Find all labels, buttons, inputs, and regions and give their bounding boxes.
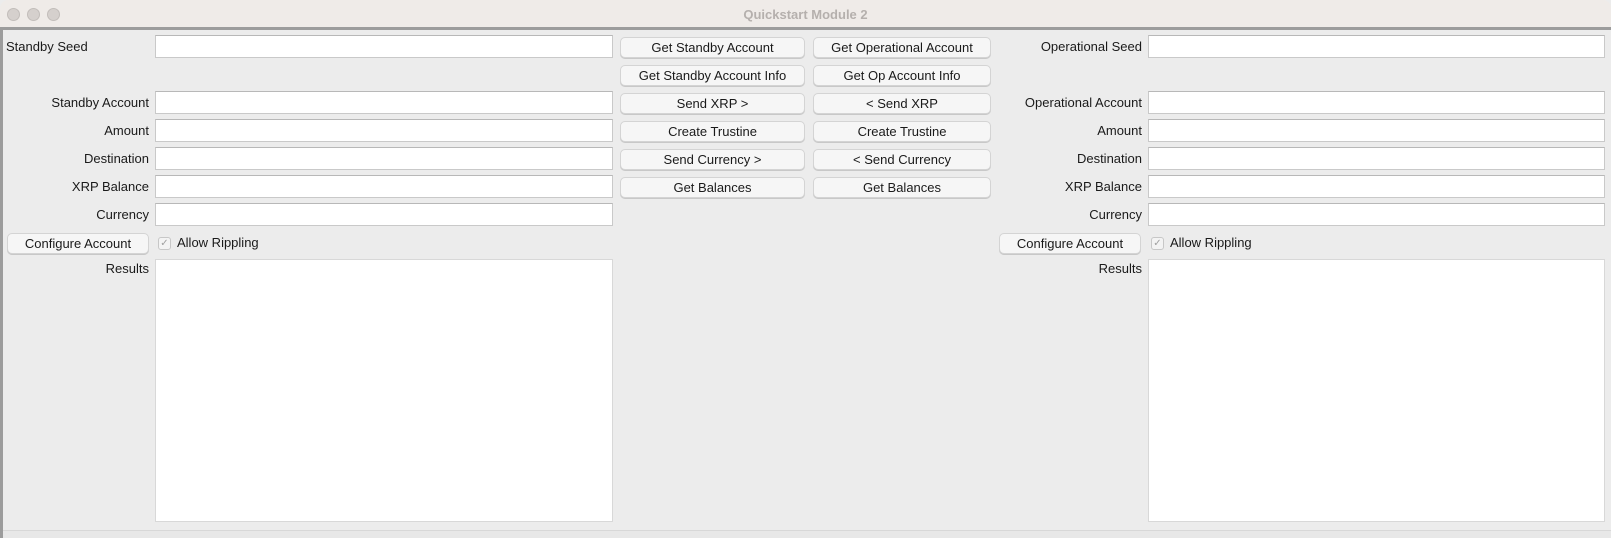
standby-amount-input[interactable] [155,119,613,142]
close-window-button[interactable] [7,8,20,21]
send-xrp-to-standby-button[interactable]: < Send XRP [813,93,991,114]
minimize-window-button[interactable] [27,8,40,21]
operational-amount-input[interactable] [1148,119,1605,142]
operational-destination-label: Destination [1076,151,1142,166]
operational-amount-label: Amount [1097,123,1142,138]
standby-configure-account-button[interactable]: Configure Account [7,233,149,254]
zoom-window-button[interactable] [47,8,60,21]
standby-create-trustline-button[interactable]: Create Trustine [620,121,805,142]
standby-destination-input[interactable] [155,147,613,170]
operational-seed-label: Operational Seed [1040,39,1142,54]
operational-account-input[interactable] [1148,91,1605,114]
standby-currency-input[interactable] [155,203,613,226]
window-title: Quickstart Module 2 [743,7,868,22]
operational-get-balances-button[interactable]: Get Balances [813,177,991,198]
standby-results-label: Results [105,261,149,276]
get-operational-account-button[interactable]: Get Operational Account [813,37,991,58]
send-currency-to-operational-button[interactable]: Send Currency > [620,149,805,170]
standby-seed-label: Standby Seed [6,39,88,54]
operational-account-label: Operational Account [1024,95,1142,110]
standby-currency-label: Currency [96,207,149,222]
get-standby-account-button[interactable]: Get Standby Account [620,37,805,58]
operational-destination-input[interactable] [1148,147,1605,170]
operational-results-label: Results [1098,261,1142,276]
standby-get-balances-button[interactable]: Get Balances [620,177,805,198]
standby-results-textarea[interactable] [155,259,613,522]
operational-create-trustline-button[interactable]: Create Trustine [813,121,991,142]
get-standby-account-info-button[interactable]: Get Standby Account Info [620,65,805,86]
standby-allow-rippling-checkbox[interactable]: ✓ [158,237,171,250]
standby-destination-label: Destination [83,151,149,166]
operational-configure-account-button[interactable]: Configure Account [999,233,1141,254]
bottom-bar [3,530,1611,538]
operational-allow-rippling-label: Allow Rippling [1170,235,1252,250]
operational-results-textarea[interactable] [1148,259,1605,522]
standby-balance-input[interactable] [155,175,613,198]
standby-account-input[interactable] [155,91,613,114]
operational-balance-input[interactable] [1148,175,1605,198]
send-currency-to-standby-button[interactable]: < Send Currency [813,149,991,170]
operational-currency-input[interactable] [1148,203,1605,226]
title-bar: Quickstart Module 2 [0,0,1611,30]
operational-currency-label: Currency [1089,207,1142,222]
operational-seed-input[interactable] [1148,35,1605,58]
standby-amount-label: Amount [104,123,149,138]
operational-allow-rippling-checkbox[interactable]: ✓ [1151,237,1164,250]
standby-balance-label: XRP Balance [71,179,149,194]
standby-seed-input[interactable] [155,35,613,58]
send-xrp-to-operational-button[interactable]: Send XRP > [620,93,805,114]
standby-account-label: Standby Account [51,95,149,110]
get-op-account-info-button[interactable]: Get Op Account Info [813,65,991,86]
standby-allow-rippling-label: Allow Rippling [177,235,259,250]
window-border [0,30,3,538]
operational-balance-label: XRP Balance [1064,179,1142,194]
